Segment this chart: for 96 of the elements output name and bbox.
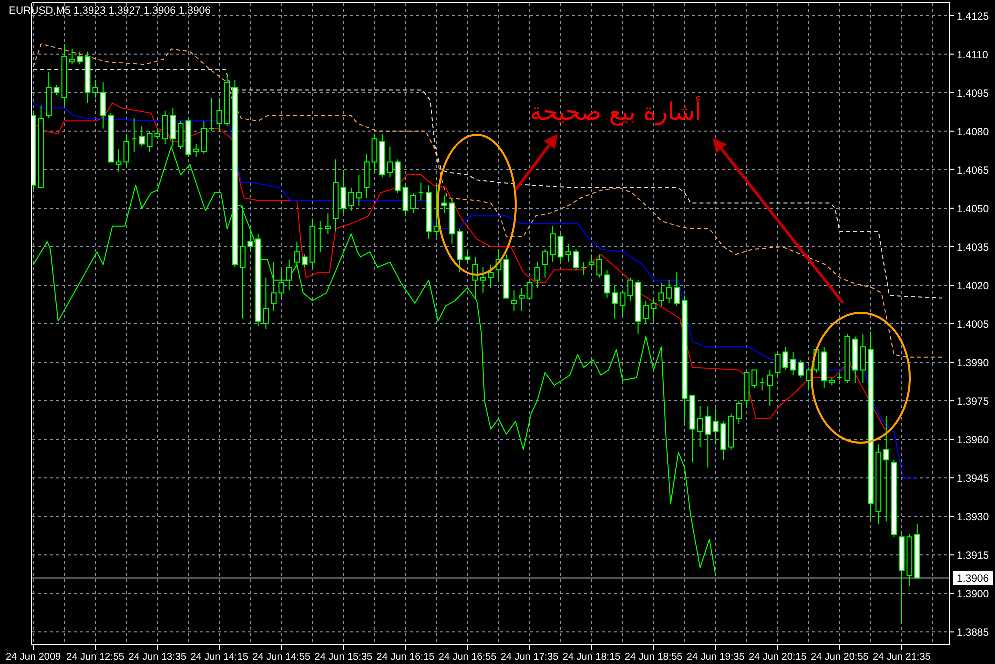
candlestick [628,277,634,302]
x-tick-label: 24 Jun 20:55 [810,652,870,663]
candlestick [596,254,602,278]
y-tick-label: 1.4080 [957,126,990,138]
x-tick-label: 24 Jun 2009 [6,652,62,663]
candlestick [356,174,362,206]
candlestick [666,280,672,304]
candlestick [131,118,138,152]
candlestick [705,406,711,468]
candlestick [612,284,618,320]
y-tick-label: 1.3975 [957,396,990,408]
candlestick [674,272,680,307]
candlestick [116,148,122,173]
candlestick [558,234,564,263]
candlestick [472,256,478,299]
candlestick [216,98,223,132]
candlestick [434,184,440,238]
candlestick [302,254,308,268]
y-tick-label: 1.4050 [957,203,990,216]
x-tick-label: 24 Jun 20:15 [748,652,808,663]
y-tick-label: 1.4125 [957,10,990,23]
candlestick [340,169,347,214]
y-tick-label: 1.4005 [957,319,990,331]
candlestick [286,259,292,292]
y-tick-label: 1.3900 [957,588,990,601]
candlestick [806,367,812,392]
y-tick-label: 1.3930 [957,512,990,524]
candlestick [658,282,664,307]
line-series [33,44,943,358]
x-tick-label: 24 Jun 15:35 [314,652,374,663]
y-tick-label: 1.3885 [957,627,990,640]
candlestick [208,98,215,132]
y-tick-label: 1.4020 [957,280,990,292]
x-tick-label: 24 Jun 18:55 [624,652,684,663]
candlestick [348,187,354,212]
x-tick-label: 24 Jun 19:35 [686,652,746,663]
candlestick [54,84,60,96]
candlestick [534,262,540,289]
candlestick [550,226,556,263]
candlestick [139,126,145,148]
x-tick-label: 24 Jun 16:55 [438,652,498,663]
candlestick [278,270,285,299]
candlestick [542,249,548,278]
candlestick [759,377,766,392]
candlestick [418,182,424,202]
x-tick-label: 24 Jun 21:35 [873,652,932,663]
candlestick [566,244,572,263]
y-tick-label: 1.3960 [957,434,990,447]
x-tick-label: 24 Jun 17:35 [500,652,560,663]
candlestick [884,416,890,522]
candlestick [442,195,448,214]
y-tick-label: 1.3990 [957,358,990,370]
y-tick-label: 1.4035 [957,242,990,254]
candlestick [697,406,704,448]
candlestick [402,184,409,217]
x-tick-label: 24 Jun 14:15 [190,652,249,663]
y-tick-label: 1.4110 [957,49,988,62]
candlestick [124,133,130,168]
x-tick-label: 24 Jun 18:15 [562,652,622,663]
candlestick [480,267,486,294]
candlestick [511,290,518,312]
y-tick-label: 1.3915 [957,550,990,562]
candlestick [767,370,774,407]
ref-line-label: 1.3906 [957,573,990,586]
candlestick [410,192,416,214]
y-tick-label: 1.4065 [957,164,990,177]
candlestick [588,254,595,268]
candlestick [318,220,324,253]
x-tick-label: 24 Jun 14:55 [252,652,312,663]
x-tick-label: 24 Jun 16:15 [376,652,436,663]
candlestick [650,298,657,322]
candlestick [92,80,98,99]
candlestick [100,82,106,130]
y-tick-label: 1.3945 [957,473,990,486]
y-tick-label: 1.4095 [957,88,990,100]
candlestick [294,241,300,268]
candlestick [372,133,378,173]
line-series [33,69,943,299]
candlestick [643,300,649,324]
candlestick [620,290,626,317]
annotation: أشارة بيع صحيحة [530,96,702,126]
candlestick [604,270,610,299]
x-tick-label: 24 Jun 13:35 [128,652,187,663]
candlestick [488,264,494,289]
candlestick [77,51,83,66]
candlestick [325,213,332,235]
candlestick [860,334,866,384]
candlestick [464,249,471,263]
candlestick [519,288,525,312]
x-tick-label: 24 Jun 12:55 [66,652,125,663]
candlestick [581,262,587,276]
candlestick [387,146,394,178]
candlestick [69,48,76,66]
candlestick [526,280,533,299]
candlestick [271,262,277,312]
candlestick [573,249,580,271]
